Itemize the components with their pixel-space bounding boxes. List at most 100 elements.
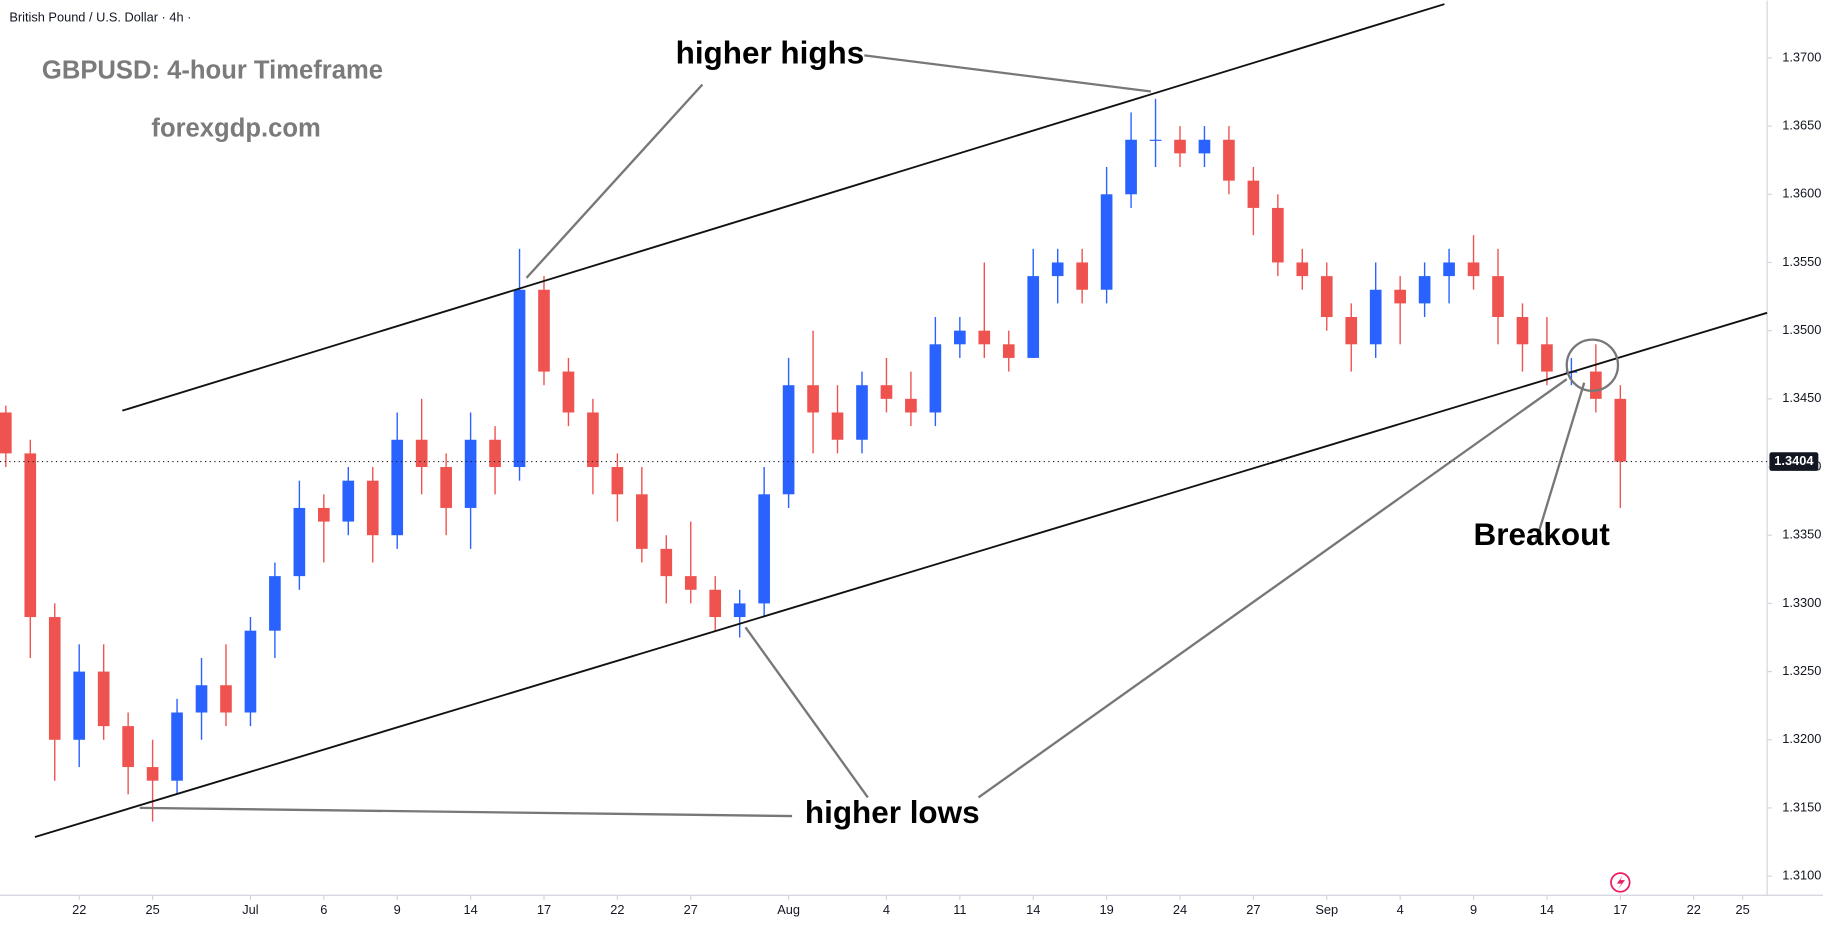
last-price-label: 1.3404 <box>1774 453 1814 468</box>
logo-bolt <box>1616 875 1625 890</box>
candle-body <box>48 617 61 740</box>
annotation: higher highs <box>676 36 865 71</box>
candle-body <box>318 507 330 522</box>
pointer-line <box>864 54 1152 93</box>
candle-body <box>660 548 673 577</box>
candle-body <box>1223 139 1235 181</box>
candle-body <box>1100 194 1113 290</box>
candle-body <box>1467 262 1480 277</box>
pointer-line <box>525 83 704 279</box>
y-tick-label: 1.3150 <box>1782 799 1821 814</box>
candle-body <box>220 685 232 713</box>
annotation: Breakout <box>1474 517 1611 552</box>
candle-body <box>831 412 844 440</box>
x-tick-label: 22 <box>1687 902 1701 917</box>
candle-body <box>1320 276 1333 318</box>
logo-icon <box>1610 872 1631 893</box>
candle-body <box>1247 180 1260 208</box>
candle-body <box>1590 371 1602 399</box>
candle-body <box>269 576 281 631</box>
candle-body <box>440 467 452 508</box>
x-tick-label: 24 <box>1173 902 1187 917</box>
x-tick-label: 9 <box>1470 902 1477 917</box>
candle-body <box>1394 289 1406 304</box>
x-tick-label: 4 <box>1397 902 1404 917</box>
candle-body <box>489 439 501 468</box>
y-tick-label: 1.3700 <box>1782 49 1821 64</box>
annotation: higher lows <box>805 795 980 830</box>
candle-body <box>954 330 966 345</box>
candle-body <box>905 398 917 413</box>
x-tick-label: 14 <box>1540 902 1554 917</box>
x-tick-label: 22 <box>72 902 86 917</box>
candle-body <box>1174 139 1186 154</box>
candle-body <box>1418 276 1431 304</box>
candle-body <box>880 385 893 399</box>
x-tick-label: 17 <box>1613 902 1627 917</box>
candle-body <box>807 385 819 413</box>
x-tick-label: 22 <box>610 902 624 917</box>
header: British Pound / U.S. Dollar · 4h · <box>9 9 191 24</box>
x-tick-label: 9 <box>394 902 401 917</box>
lower-channel <box>34 311 1768 838</box>
candle-body <box>587 412 599 468</box>
candle-body <box>929 344 942 413</box>
x-tick-label: 25 <box>1736 902 1750 917</box>
candle-body <box>1443 262 1455 277</box>
candle-body <box>342 480 355 522</box>
candle-body <box>611 467 624 495</box>
pointer-line <box>977 378 1568 799</box>
candle-body <box>978 330 991 345</box>
candles <box>0 98 1627 822</box>
candle-body <box>1198 139 1211 154</box>
y-tick-label: 1.3650 <box>1782 117 1821 132</box>
x-tick-label: Aug <box>777 902 800 917</box>
y-tick-label: 1.3200 <box>1782 731 1821 746</box>
x-tick-label: Sep <box>1315 902 1338 917</box>
x-tick-label: 19 <box>1099 902 1113 917</box>
x-tick-label: 6 <box>320 902 327 917</box>
y-tick-label: 1.3500 <box>1782 322 1821 337</box>
candle-body <box>24 453 37 618</box>
y-tick-label: 1.3450 <box>1782 390 1821 405</box>
candle-body <box>1125 139 1137 195</box>
candle-body <box>513 289 526 468</box>
x-tick-label: 17 <box>537 902 551 917</box>
candle-body <box>146 767 159 781</box>
candle-body <box>195 685 208 713</box>
y-tick-label: 1.3550 <box>1782 254 1821 269</box>
candle-body <box>1002 344 1015 358</box>
candle-body <box>464 439 477 508</box>
upper-channel <box>122 3 1445 412</box>
y-tick-label: 1.3250 <box>1782 663 1821 678</box>
candle-body <box>1149 139 1162 141</box>
candle-body <box>1345 317 1358 345</box>
candle-body <box>1369 289 1382 345</box>
y-tick-label: 1.3350 <box>1782 527 1821 542</box>
candle-body <box>709 589 722 618</box>
candle-body <box>366 480 379 536</box>
y-tick-label: 1.3300 <box>1782 595 1821 610</box>
candle-body <box>1051 262 1064 277</box>
candle-body <box>73 671 86 740</box>
candle-body <box>782 385 795 495</box>
candle-body <box>1516 317 1529 345</box>
x-tick-label: 25 <box>145 902 159 917</box>
candle-body <box>1296 262 1309 277</box>
candle-body <box>1492 276 1504 318</box>
pointer-line <box>1534 382 1586 544</box>
candle-body <box>415 439 428 468</box>
candle-body <box>244 630 257 713</box>
candle-body <box>636 494 648 549</box>
candle-body <box>171 712 183 781</box>
x-tick-label: 14 <box>1026 902 1040 917</box>
candle-body <box>684 576 697 590</box>
breakout-circle <box>1565 338 1620 393</box>
x-tick-label: 11 <box>953 902 966 917</box>
x-tick-label: 14 <box>463 902 477 917</box>
last-price-box <box>1769 452 1819 471</box>
candle-body <box>1076 262 1088 290</box>
chart-subtitle: forexgdp.com <box>151 115 320 143</box>
